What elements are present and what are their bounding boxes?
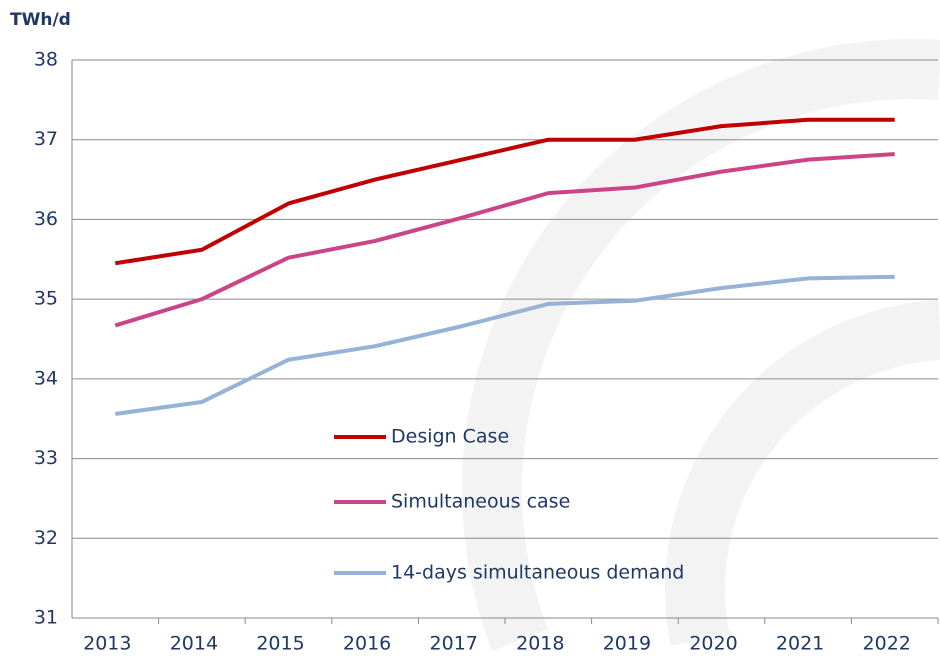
series-line: [114, 152, 895, 328]
series-line: [114, 117, 895, 266]
x-tick-label: 2013: [83, 633, 131, 655]
y-tick-label: 33: [34, 447, 58, 469]
y-tick-label: 35: [34, 288, 58, 310]
y-tick-label: 34: [34, 367, 58, 389]
x-tick-label: 2022: [863, 633, 911, 655]
y-tick-label: 37: [34, 128, 58, 150]
y-tick-label: 36: [34, 208, 58, 230]
y-tick-label: 31: [34, 607, 58, 629]
x-tick-label: 2020: [689, 633, 737, 655]
series-line: [115, 274, 895, 416]
x-tick-label: 2015: [256, 633, 304, 655]
y-tick-label: 32: [34, 527, 58, 549]
y-tick-label: 38: [34, 49, 58, 71]
x-tick-label: 2019: [603, 633, 651, 655]
x-tick-label: 2014: [170, 633, 218, 655]
x-tick-label: 2017: [430, 633, 478, 655]
legend: Design Case Simultaneous case 14-days simu…: [334, 426, 684, 584]
legend-label: 14-days simultaneous demand: [391, 562, 684, 584]
x-tick-label: 2021: [776, 633, 824, 655]
y-axis-label: TWh/d: [10, 10, 71, 30]
x-tick-label: 2016: [343, 633, 391, 655]
legend-label: Design Case: [391, 426, 509, 448]
watermark: [461, 39, 940, 651]
x-tick-label: 2018: [516, 633, 564, 655]
legend-label: Simultaneous case: [391, 491, 570, 513]
